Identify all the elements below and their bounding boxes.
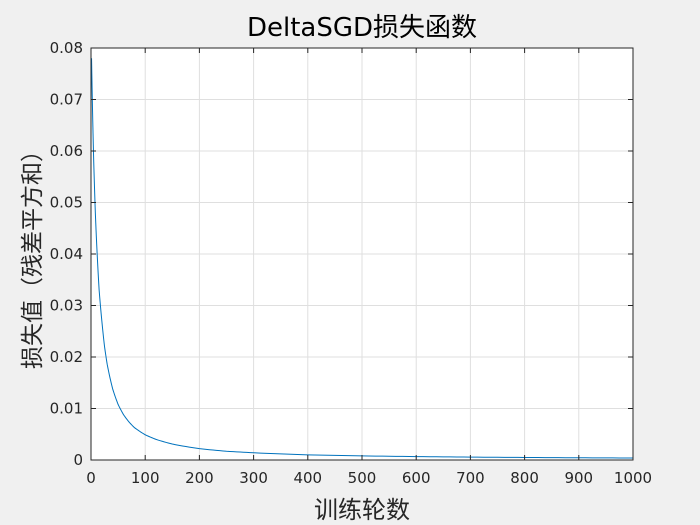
y-tick-label: 0.06 [50, 142, 83, 160]
x-tick-label: 200 [185, 469, 214, 487]
x-tick-label: 300 [239, 469, 268, 487]
y-tick-label: 0.03 [50, 297, 83, 315]
series-layer [91, 58, 634, 459]
x-tick-label: 0 [86, 469, 96, 487]
y-tick-label: 0.05 [50, 194, 83, 212]
y-tick-label: 0.02 [50, 348, 83, 366]
chart-title: DeltaSGD损失函数 [247, 13, 477, 43]
tick-labels: 0 100 200 300 400 500 600 700 800 900 1000 0 0.01 0.0… [50, 39, 653, 487]
x-axis-label: 训练轮数 [314, 496, 410, 524]
x-tick-label: 600 [402, 469, 431, 487]
x-tick-label: 500 [348, 469, 377, 487]
y-tick-label: 0.07 [50, 91, 83, 109]
x-tick-label: 400 [293, 469, 322, 487]
y-tick-label: 0.08 [50, 39, 83, 57]
x-tick-label: 1000 [614, 469, 652, 487]
x-tick-label: 700 [456, 469, 485, 487]
ticks [90, 47, 634, 461]
y-tick-label: 0.04 [50, 245, 83, 263]
series-line-0 [91, 58, 634, 459]
y-tick-label: 0 [73, 451, 83, 469]
y-tick-label: 0.01 [50, 400, 83, 418]
x-tick-label: 100 [131, 469, 160, 487]
x-tick-label: 800 [510, 469, 539, 487]
y-axis-label: 损失值（残差平方和） [20, 139, 46, 369]
x-tick-label: 900 [564, 469, 593, 487]
